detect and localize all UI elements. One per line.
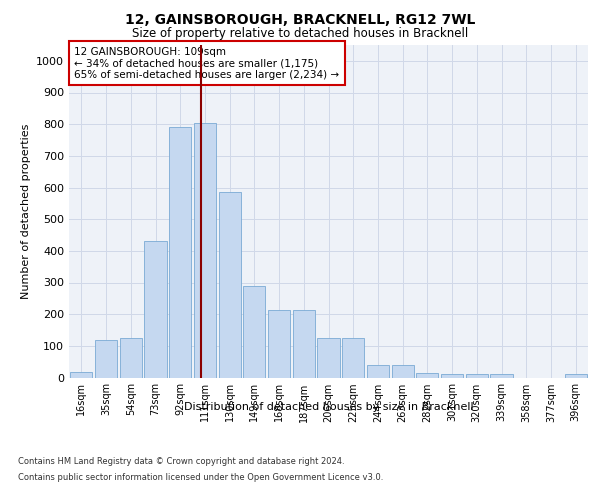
Bar <box>95 340 117 378</box>
Bar <box>565 374 587 378</box>
Text: Contains public sector information licensed under the Open Government Licence v3: Contains public sector information licen… <box>18 472 383 482</box>
Bar <box>490 374 512 378</box>
Text: 12, GAINSBOROUGH, BRACKNELL, RG12 7WL: 12, GAINSBOROUGH, BRACKNELL, RG12 7WL <box>125 12 475 26</box>
Bar <box>416 373 439 378</box>
Bar <box>70 372 92 378</box>
Bar <box>392 365 414 378</box>
Y-axis label: Number of detached properties: Number of detached properties <box>20 124 31 299</box>
Bar <box>194 122 216 378</box>
Bar <box>466 374 488 378</box>
Text: Contains HM Land Registry data © Crown copyright and database right 2024.: Contains HM Land Registry data © Crown c… <box>18 458 344 466</box>
Text: Distribution of detached houses by size in Bracknell: Distribution of detached houses by size … <box>184 402 473 412</box>
Bar <box>342 338 364 378</box>
Bar <box>119 338 142 378</box>
Bar <box>169 128 191 378</box>
Bar <box>441 374 463 378</box>
Bar <box>317 338 340 378</box>
Text: 12 GAINSBOROUGH: 109sqm
← 34% of detached houses are smaller (1,175)
65% of semi: 12 GAINSBOROUGH: 109sqm ← 34% of detache… <box>74 46 340 80</box>
Bar <box>218 192 241 378</box>
Bar <box>367 365 389 378</box>
Text: Size of property relative to detached houses in Bracknell: Size of property relative to detached ho… <box>132 28 468 40</box>
Bar <box>293 310 315 378</box>
Bar <box>243 286 265 378</box>
Bar <box>268 310 290 378</box>
Bar <box>145 242 167 378</box>
